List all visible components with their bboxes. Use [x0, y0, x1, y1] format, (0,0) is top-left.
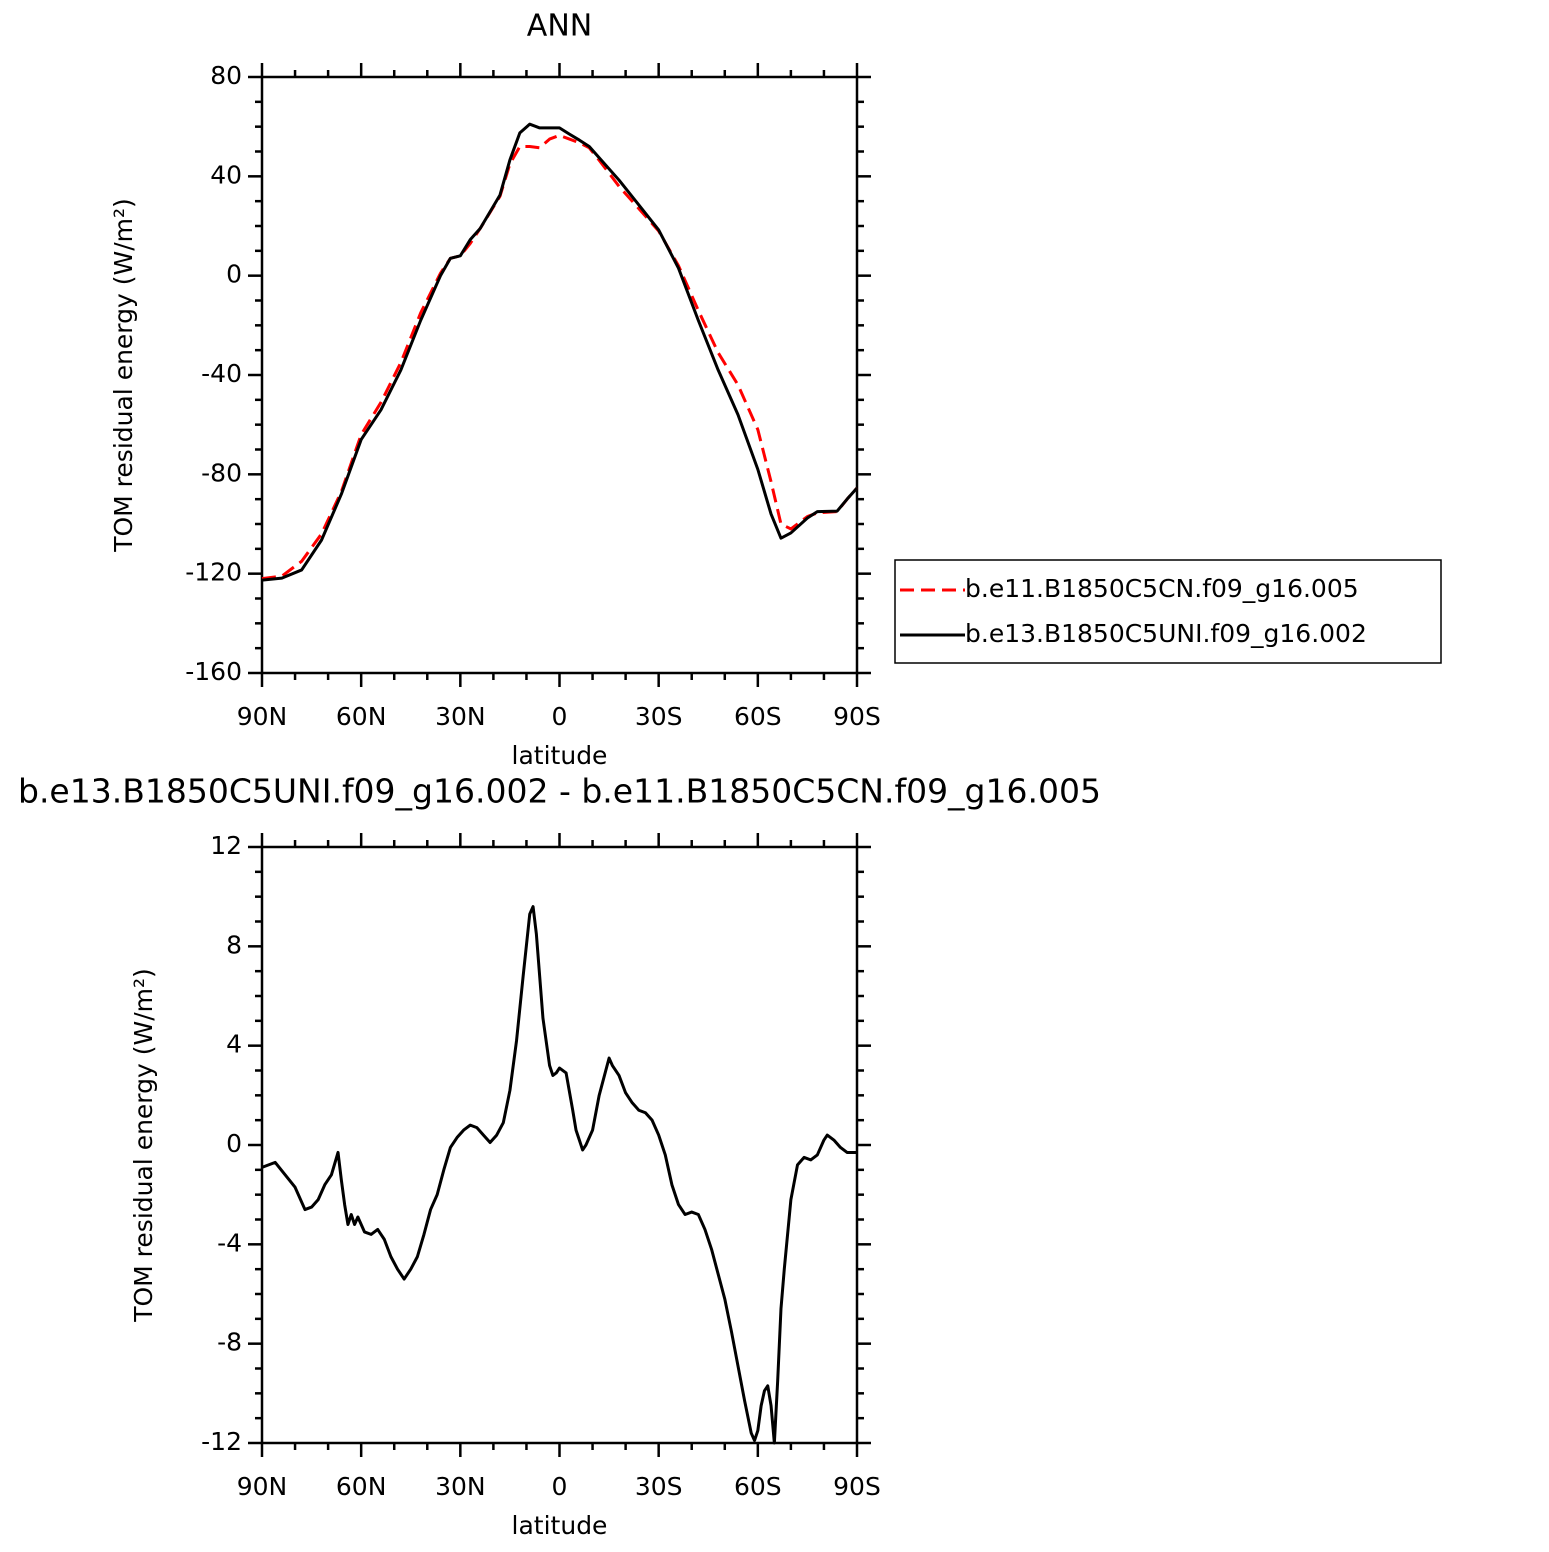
y-tick-label: -12 — [201, 1427, 242, 1456]
y-tick-label: -80 — [201, 458, 242, 487]
chart-title: b.e13.B1850C5UNI.f09_g16.002 - b.e11.B18… — [18, 772, 1101, 811]
y-tick-label: 12 — [210, 831, 242, 860]
y-tick-label: -40 — [201, 359, 242, 388]
data-line — [261, 905, 857, 1445]
data-line — [261, 122, 859, 582]
plot-frame — [260, 75, 859, 675]
y-tick-label: -160 — [185, 657, 242, 686]
y-tick-label: 8 — [226, 930, 242, 959]
y-tick-label: -120 — [185, 558, 242, 587]
x-tick-label: 60N — [336, 702, 387, 731]
x-axis-label: latitude — [512, 741, 608, 770]
x-tick-label: 90S — [833, 1472, 881, 1501]
y-tick-label: 0 — [226, 1129, 242, 1158]
x-tick-label: 0 — [552, 702, 568, 731]
legend-label: b.e11.B1850C5CN.f09_g16.005 — [965, 574, 1359, 603]
y-tick-label: 0 — [226, 260, 242, 289]
x-tick-label: 0 — [552, 1472, 568, 1501]
x-tick-label: 30N — [435, 702, 486, 731]
y-axis-label: TOM residual energy (W/m²) — [129, 968, 158, 1323]
legend-box — [894, 559, 1442, 664]
x-tick-label: 30S — [635, 702, 683, 731]
x-tick-label: 30N — [435, 1472, 486, 1501]
y-tick-label: -4 — [217, 1228, 242, 1257]
x-tick-label: 30S — [635, 1472, 683, 1501]
x-axis-label: latitude — [512, 1511, 608, 1540]
y-tick-label: 80 — [210, 61, 242, 90]
y-axis-label: TOM residual energy (W/m²) — [109, 198, 138, 553]
y-tick-label: 4 — [226, 1030, 242, 1059]
x-tick-label: 60S — [734, 702, 782, 731]
x-tick-label: 90N — [237, 1472, 288, 1501]
x-tick-label: 90N — [237, 702, 288, 731]
x-tick-label: 60N — [336, 1472, 387, 1501]
x-tick-label: 60S — [734, 1472, 782, 1501]
x-tick-label: 90S — [833, 702, 881, 731]
plot-frame — [260, 845, 859, 1445]
chart-title: ANN — [527, 9, 592, 44]
data-line — [261, 133, 859, 581]
y-tick-label: -8 — [217, 1328, 242, 1357]
y-tick-label: 40 — [210, 160, 242, 189]
legend-label: b.e13.B1850C5UNI.f09_g16.002 — [965, 619, 1367, 648]
